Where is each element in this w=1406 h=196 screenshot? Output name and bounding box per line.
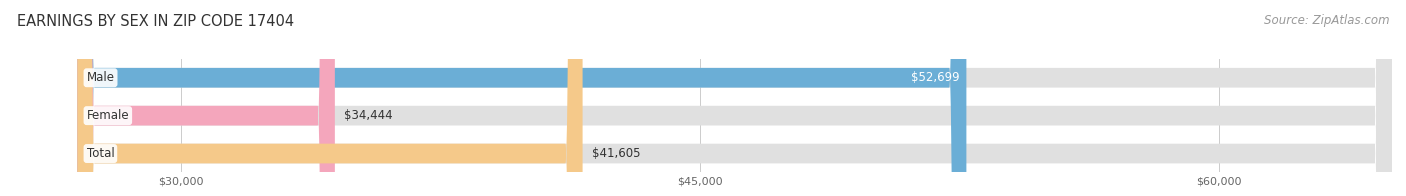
Text: Female: Female [87, 109, 129, 122]
Text: EARNINGS BY SEX IN ZIP CODE 17404: EARNINGS BY SEX IN ZIP CODE 17404 [17, 14, 294, 29]
FancyBboxPatch shape [77, 0, 335, 196]
FancyBboxPatch shape [77, 0, 1392, 196]
Text: $34,444: $34,444 [344, 109, 392, 122]
Text: Male: Male [87, 71, 114, 84]
Text: $41,605: $41,605 [592, 147, 640, 160]
FancyBboxPatch shape [77, 0, 1392, 196]
FancyBboxPatch shape [77, 0, 966, 196]
Text: $52,699: $52,699 [911, 71, 960, 84]
FancyBboxPatch shape [77, 0, 582, 196]
Text: Total: Total [87, 147, 114, 160]
Text: Source: ZipAtlas.com: Source: ZipAtlas.com [1264, 14, 1389, 27]
FancyBboxPatch shape [77, 0, 1392, 196]
